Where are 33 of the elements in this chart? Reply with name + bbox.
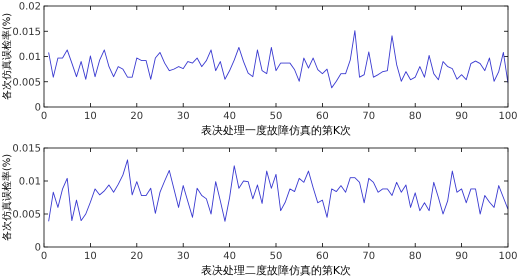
x-tick-label: 70 — [362, 111, 376, 122]
x-tick-label: 40 — [223, 251, 236, 262]
y-axis-title: 各次仿真误检率(%) — [1, 154, 13, 242]
y-tick-label: 0.015 — [12, 144, 41, 154]
x-axis-title: 表决处理二度故障仿真的第K次 — [200, 264, 352, 277]
x-tick-label: 20 — [130, 251, 144, 262]
y-tick-label: 0.005 — [12, 77, 41, 88]
y-tick-label: 0 — [34, 242, 41, 254]
x-axis-title: 表决处理一度故障仿真的第K次 — [200, 124, 352, 137]
x-tick-label: 60 — [316, 111, 329, 122]
x-tick-label: 30 — [176, 251, 190, 262]
x-tick-label: 10 — [84, 111, 97, 122]
x-tick-label: 60 — [316, 251, 329, 262]
y-tick-label: 0.01 — [18, 52, 41, 63]
x-tick-label: 90 — [455, 251, 468, 262]
y-tick-label: 0.005 — [12, 210, 41, 220]
y-tick-label: 0.015 — [12, 26, 41, 38]
x-tick-label: 90 — [455, 111, 468, 122]
x-tick-label: 80 — [408, 111, 422, 122]
x-tick-label: 50 — [270, 251, 282, 262]
x-tick-label: 100 — [498, 251, 518, 262]
y-tick-label: 0.01 — [18, 176, 41, 188]
x-tick-label: 20 — [130, 111, 144, 122]
x-tick-label: 50 — [270, 111, 282, 122]
x-tick-label: 80 — [408, 251, 422, 262]
x-tick-label: 10 — [84, 251, 97, 262]
y-tick-label: 0.02 — [18, 2, 41, 12]
x-tick-label: 70 — [362, 251, 376, 262]
x-tick-label: 30 — [176, 111, 190, 122]
x-tick-label: 100 — [498, 111, 518, 122]
y-axis-title: 各次仿真误检率(%) — [1, 12, 13, 100]
y-tick-label: 0 — [34, 102, 41, 114]
x-tick-label: 40 — [223, 111, 236, 122]
